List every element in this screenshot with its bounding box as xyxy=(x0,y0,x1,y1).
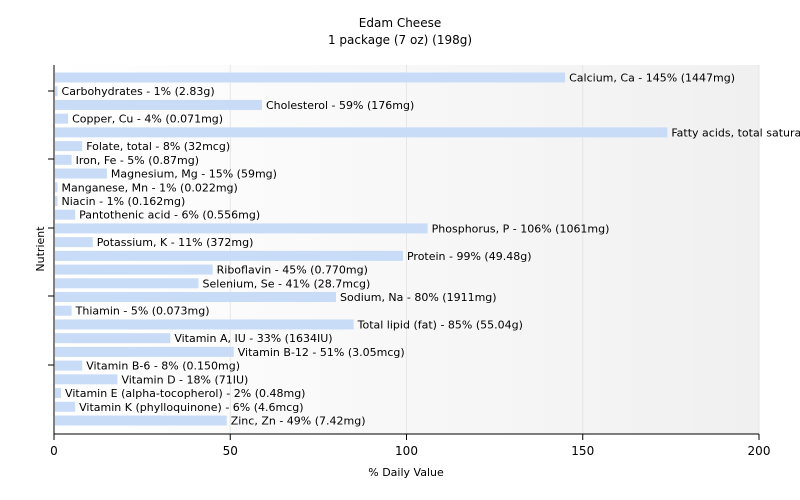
bar xyxy=(55,250,403,261)
x-axis-label: % Daily Value xyxy=(368,466,444,479)
bar-label: Iron, Fe - 5% (0.87mg) xyxy=(76,154,199,167)
bar-labels: Calcium, Ca - 145% (1447mg) Carbohydrates… xyxy=(62,72,800,428)
x-tick-label: 200 xyxy=(748,444,771,458)
bar-label: Phosphorus, P - 106% (1061mg) xyxy=(432,222,610,235)
bar xyxy=(55,305,72,316)
chart-title: Edam Cheese xyxy=(359,16,441,30)
bar xyxy=(55,72,566,83)
bar xyxy=(55,113,69,124)
bar xyxy=(55,168,107,179)
bar xyxy=(55,319,354,330)
bar-label: Vitamin A, IU - 33% (1634IU) xyxy=(174,332,332,345)
x-tick-label: 50 xyxy=(223,444,238,458)
bar xyxy=(55,195,58,206)
bar xyxy=(55,154,72,165)
bar xyxy=(55,237,93,248)
bar-label: Sodium, Na - 80% (1911mg) xyxy=(340,291,497,304)
bar-label: Magnesium, Mg - 15% (59mg) xyxy=(111,168,277,181)
bar-label: Vitamin D - 18% (71IU) xyxy=(121,373,248,386)
axes: 0 50 100 150 200 xyxy=(48,65,770,458)
bar-label: Vitamin K (phylloquinone) - 6% (4.6mcg) xyxy=(79,401,303,414)
bar xyxy=(55,374,118,385)
bar xyxy=(55,346,234,357)
bar-label: Fatty acids, total saturated - 174% (34.… xyxy=(671,126,800,139)
bar-label: Manganese, Mn - 1% (0.022mg) xyxy=(62,181,238,194)
bar xyxy=(55,333,171,344)
bar xyxy=(55,86,58,97)
bar-label: Zinc, Zn - 49% (7.42mg) xyxy=(231,415,366,428)
chart-subtitle: 1 package (7 oz) (198g) xyxy=(328,33,472,47)
bar-label: Cholesterol - 59% (176mg) xyxy=(266,99,414,112)
bar xyxy=(55,127,668,138)
bar-label: Niacin - 1% (0.162mg) xyxy=(62,195,186,208)
bar-label: Vitamin B-6 - 8% (0.150mg) xyxy=(86,360,240,373)
bar xyxy=(55,141,83,152)
bar xyxy=(55,292,336,303)
bar-label: Calcium, Ca - 145% (1447mg) xyxy=(569,72,735,85)
bar-label: Total lipid (fat) - 85% (55.04g) xyxy=(357,318,523,331)
bar-label: Vitamin E (alpha-tocopherol) - 2% (0.48m… xyxy=(65,387,305,400)
bar-label: Potassium, K - 11% (372mg) xyxy=(97,236,254,249)
bar-label: Copper, Cu - 4% (0.071mg) xyxy=(72,113,223,126)
bar xyxy=(55,388,62,399)
bar xyxy=(55,360,83,371)
bar-label: Folate, total - 8% (32mcg) xyxy=(86,140,230,153)
bar xyxy=(55,278,199,289)
bar xyxy=(55,182,58,193)
bar xyxy=(55,401,76,412)
bar xyxy=(55,415,227,426)
y-axis-label: Nutrient xyxy=(34,226,47,272)
bar-label: Selenium, Se - 41% (28.7mcg) xyxy=(203,277,371,290)
bar-label: Vitamin B-12 - 51% (3.05mcg) xyxy=(238,346,405,359)
bar-label: Thiamin - 5% (0.073mg) xyxy=(75,305,210,318)
bars xyxy=(55,72,668,426)
bar xyxy=(55,209,76,220)
x-tick-label: 150 xyxy=(571,444,594,458)
bar-label: Pantothenic acid - 6% (0.556mg) xyxy=(79,209,260,222)
bar xyxy=(55,264,213,275)
bar xyxy=(55,223,428,234)
x-tick-label: 0 xyxy=(50,444,58,458)
bar-label: Riboflavin - 45% (0.770mg) xyxy=(217,264,368,277)
bar xyxy=(55,99,262,110)
x-tick-label: 100 xyxy=(395,444,418,458)
gridlines xyxy=(229,65,760,434)
bar-label: Carbohydrates - 1% (2.83g) xyxy=(62,85,215,98)
bar-label: Protein - 99% (49.48g) xyxy=(407,250,532,263)
